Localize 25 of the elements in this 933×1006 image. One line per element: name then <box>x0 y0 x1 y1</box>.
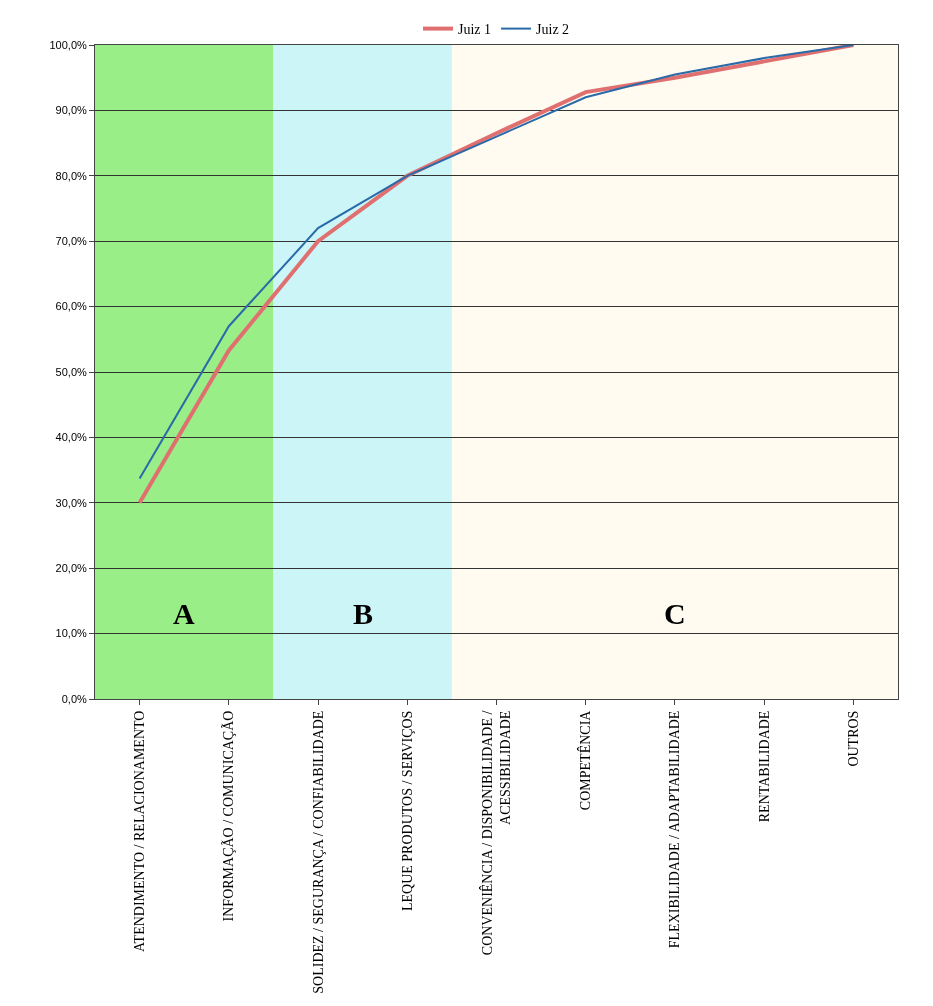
y-tick-label: 0,0% <box>61 692 88 705</box>
band-label: B <box>353 597 374 630</box>
x-tick-label: INFORMAÇÃO / COMUNICAÇÃO <box>221 710 237 922</box>
y-tick-label: 90,0% <box>55 104 88 117</box>
y-tick-label: 80,0% <box>55 169 88 182</box>
y-tick-label: 100,0% <box>49 38 88 51</box>
x-tick-label: SOLIDEZ / SEGURANÇA / CONFIABILIDADE <box>310 710 326 994</box>
y-tick-label: 10,0% <box>55 627 88 640</box>
y-tick-label: 60,0% <box>55 300 88 313</box>
x-tick-label: COMPETÊNCIA <box>577 709 594 811</box>
band-label: C <box>664 597 686 630</box>
x-tick-label: FLEXIBILIDADE / ADAPTABILIDADE <box>667 710 683 949</box>
x-tick-label: RENTABILIDADE <box>756 710 772 823</box>
y-tick-label: 30,0% <box>55 496 88 509</box>
y-tick-label: 20,0% <box>55 562 88 575</box>
legend-label: Juiz 2 <box>536 22 570 38</box>
y-tick-label: 50,0% <box>55 365 88 378</box>
x-tick-label: CONVENIÊNCIA / DISPONIBILIDADE / ACESSIBILIDADE <box>478 710 514 956</box>
y-tick-label: 70,0% <box>55 235 88 248</box>
x-tick-label: LEQUE PRODUTOS / SERVIÇOS <box>399 710 415 912</box>
y-tick-label: 40,0% <box>55 431 88 444</box>
x-tick-label: ATENDIMENTO / RELACIONAMENTO <box>132 710 148 952</box>
legend-label: Juiz 1 <box>458 22 492 38</box>
band-label: A <box>173 597 195 630</box>
x-tick-label: OUTROS <box>845 710 861 767</box>
